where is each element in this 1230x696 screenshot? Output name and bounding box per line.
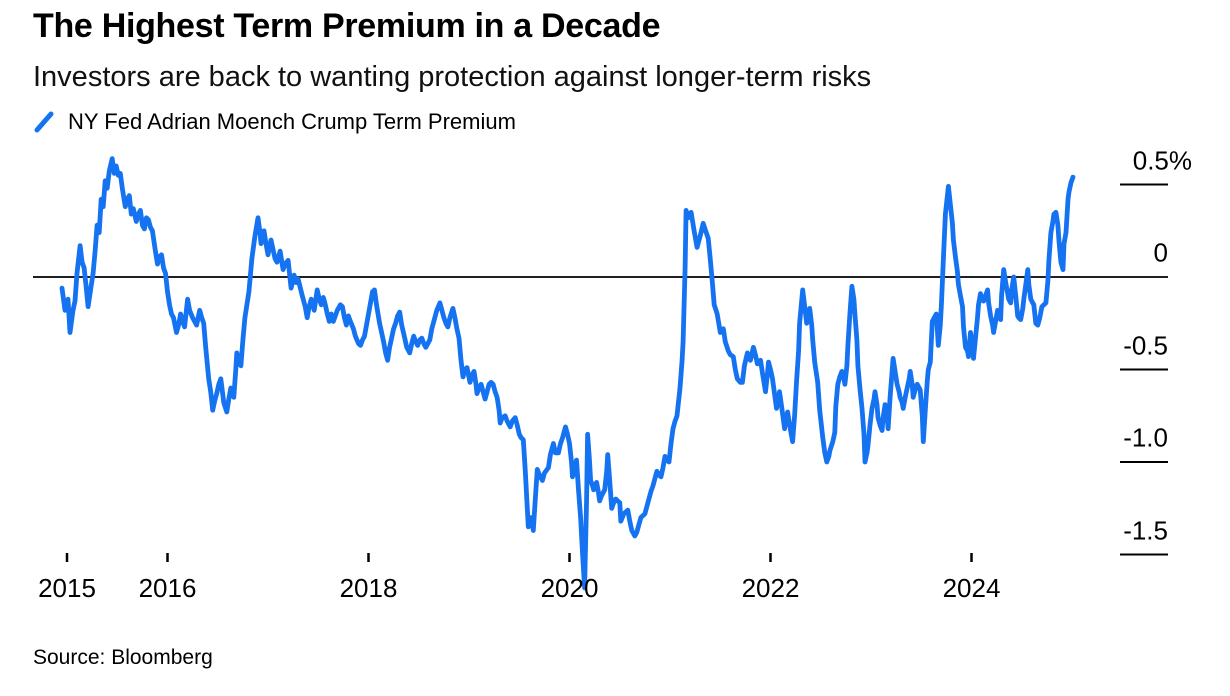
page-subtitle: Investors are back to wanting protection… — [33, 61, 872, 93]
y-axis-label: -1.0 — [1123, 422, 1168, 453]
chart-legend: NY Fed Adrian Moench Crump Term Premium — [33, 109, 516, 135]
page-title: The Highest Term Premium in a Decade — [33, 7, 661, 45]
legend-series-label: NY Fed Adrian Moench Crump Term Premium — [68, 109, 516, 134]
blue-slash-icon — [34, 111, 54, 133]
y-axis-label: -0.5 — [1123, 330, 1168, 361]
y-axis-label: 0 — [1153, 237, 1168, 268]
source-credit: Source: Bloomberg — [33, 646, 213, 669]
y-axis-label: 0.5% — [1132, 145, 1192, 176]
term-premium-line — [59, 156, 1076, 591]
x-axis-label: 2018 — [339, 573, 398, 603]
x-axis-label: 2020 — [540, 573, 599, 603]
x-axis-label: 2015 — [38, 573, 96, 603]
x-axis-label: 2024 — [942, 573, 1001, 603]
x-axis-label: 2022 — [741, 573, 800, 603]
y-axis-label: -1.5 — [1123, 515, 1168, 546]
x-axis-label: 2016 — [138, 573, 197, 603]
